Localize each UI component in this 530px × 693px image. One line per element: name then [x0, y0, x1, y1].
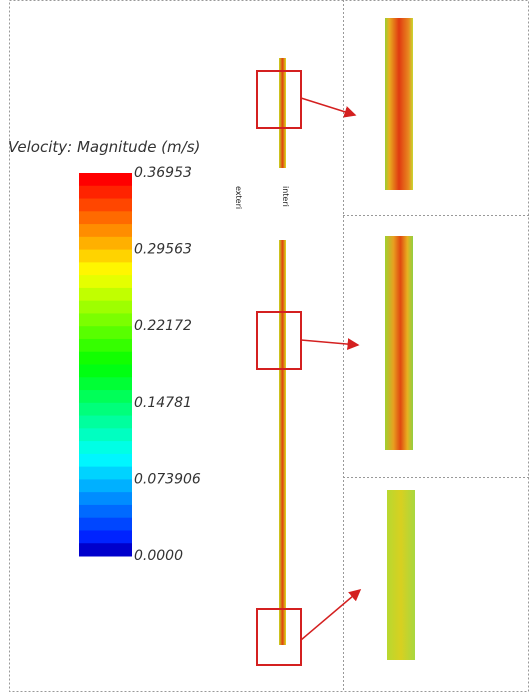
- colorbar-tick-label: 0.22172: [134, 318, 192, 334]
- colorbar-band: [79, 236, 132, 251]
- colorbar-band: [79, 364, 132, 378]
- colorbar-band: [79, 543, 132, 557]
- arrow: [300, 338, 360, 351]
- pipe-segment: [279, 58, 286, 168]
- colorbar-band: [79, 198, 132, 212]
- colorbar-tick-label: 0.36953: [134, 165, 192, 181]
- zoom-view: [385, 236, 413, 450]
- colorbar-band: [79, 326, 132, 340]
- arrow: [300, 97, 357, 118]
- colorbar-band: [79, 466, 132, 480]
- colorbar-band: [79, 415, 132, 429]
- colorbar-band: [79, 287, 132, 302]
- legend-title: Velocity: Magnitude (m/s): [8, 138, 200, 156]
- colorbar-band: [79, 530, 132, 544]
- boundary-label: interi: [281, 186, 290, 207]
- colorbar-band: [79, 262, 132, 276]
- colorbar-band: [79, 479, 132, 493]
- colorbar-tick-label: 0.0000: [134, 548, 183, 564]
- colorbar-band: [79, 300, 132, 314]
- colorbar-band: [79, 338, 132, 353]
- colorbar-tick-label: 0.073906: [134, 471, 201, 487]
- colorbar-band: [79, 275, 132, 289]
- colorbar-band: [79, 390, 132, 404]
- arrow: [300, 589, 362, 641]
- colorbar: 0.36953 0.29563 0.22172 0.14781 0.073906 0.00…: [79, 165, 201, 564]
- colorbar-band: [79, 185, 132, 200]
- colorbar-band: [79, 441, 132, 455]
- colorbar-band: [79, 453, 132, 468]
- boundary-label: exteri: [234, 186, 243, 209]
- pipe-segment: [279, 240, 286, 645]
- zoom-view: [387, 490, 415, 660]
- colorbar-band: [79, 492, 132, 506]
- colorbar-band: [79, 211, 132, 225]
- colorbar-band: [79, 377, 132, 391]
- colorbar-band: [79, 249, 132, 263]
- colorbar-tick-label: 0.29563: [134, 242, 192, 258]
- zoom-view: [385, 18, 413, 190]
- zoom-box: [256, 70, 302, 129]
- colorbar-band: [79, 173, 132, 187]
- colorbar-band: [79, 313, 132, 327]
- colorbar-tick-label: 0.14781: [134, 395, 192, 411]
- colorbar-band: [79, 428, 132, 442]
- colorbar-band: [79, 504, 132, 519]
- colorbar-band: [79, 351, 132, 365]
- zoom-box: [256, 608, 302, 666]
- colorbar-band: [79, 224, 132, 238]
- colorbar-band: [79, 402, 132, 417]
- colorbar-band: [79, 517, 132, 531]
